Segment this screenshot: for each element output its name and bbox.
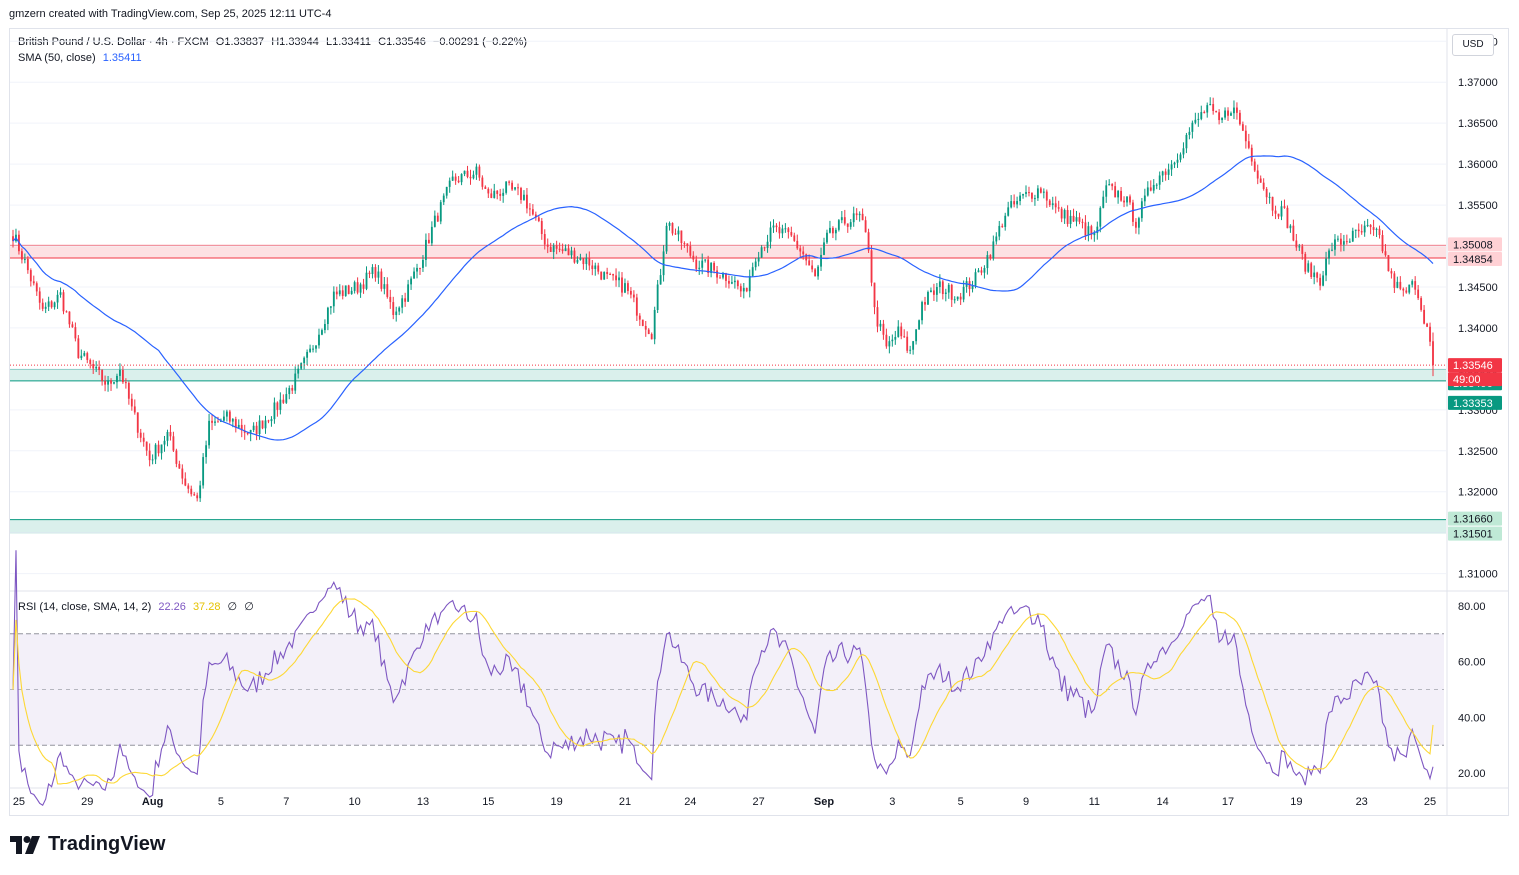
chart-frame	[9, 28, 1509, 816]
currency-selector[interactable]: USD	[1452, 34, 1494, 56]
tradingview-logo-icon	[10, 835, 40, 854]
high-value: 1.33944	[279, 36, 319, 48]
rsi-legend[interactable]: RSI (14, close, SMA, 14, 2) 22.26 37.28 …	[18, 600, 258, 613]
rsi-extra-1: ∅	[227, 601, 238, 613]
close-label: C	[378, 36, 387, 48]
brand: TradingView	[10, 833, 165, 856]
brand-name: TradingView	[48, 833, 166, 855]
price-legend: British Pound / U.S. Dollar · 4h · FXCM …	[18, 36, 531, 48]
sma-label: SMA (50, close)	[18, 52, 96, 64]
symbol-title[interactable]: British Pound / U.S. Dollar · 4h · FXCM	[18, 36, 209, 48]
low-label: L	[325, 36, 333, 48]
rsi-sma-value: 37.28	[192, 601, 221, 613]
rsi-value: 22.26	[158, 601, 186, 613]
open-value: 1.33837	[224, 36, 265, 48]
low-value: 1.33411	[332, 36, 372, 48]
rsi-label: RSI (14, close, SMA, 14, 2)	[18, 601, 152, 613]
sma-legend[interactable]: SMA (50, close) 1.35411	[18, 52, 146, 64]
close-value: 1.33546	[386, 36, 426, 48]
rsi-extra-2: ∅	[244, 601, 254, 613]
sma-value: 1.35411	[102, 52, 142, 64]
change-value: −0.00291 (−0.22%)	[432, 36, 528, 48]
author-credit: gmzern created with TradingView.com, Sep…	[9, 8, 332, 20]
open-label: O	[215, 36, 225, 48]
high-label: H	[271, 36, 280, 48]
